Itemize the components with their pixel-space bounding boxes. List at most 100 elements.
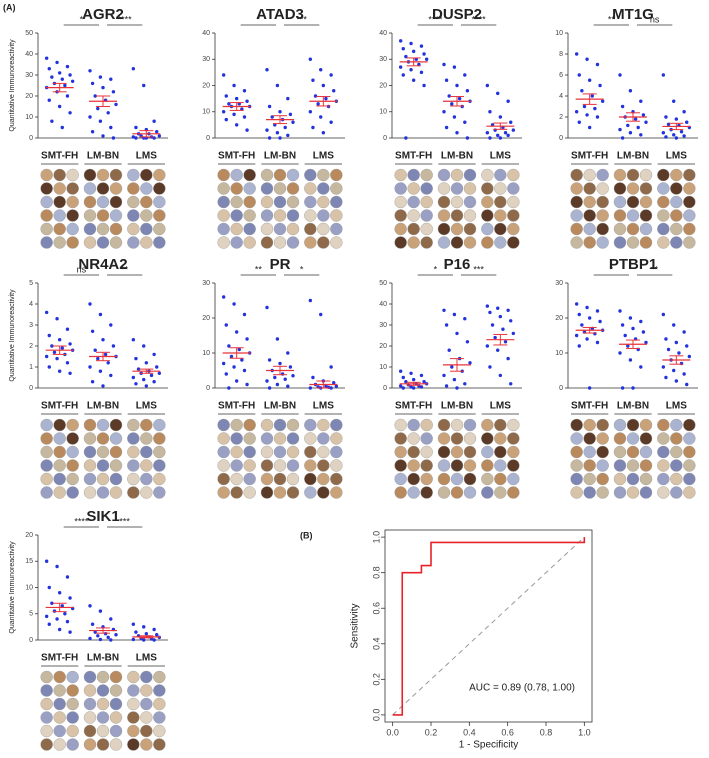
tissue-core: [330, 459, 343, 472]
tissue-core: [330, 182, 343, 195]
tissue-core: [96, 195, 110, 209]
data-point: [463, 120, 467, 124]
tissue-core: [683, 222, 696, 236]
data-point: [316, 102, 320, 106]
data-point: [577, 120, 581, 124]
tissue-core: [613, 209, 627, 222]
group-label: SMT-FH: [395, 401, 432, 412]
data-point: [52, 609, 57, 613]
tissue-core: [437, 486, 451, 499]
data-point: [286, 133, 290, 138]
tissue-core: [40, 445, 53, 459]
data-point: [106, 635, 110, 640]
data-point: [626, 344, 630, 348]
data-point: [101, 384, 105, 388]
tissue-core: [53, 684, 66, 697]
tissue-core: [260, 209, 274, 222]
data-point: [409, 41, 413, 46]
tissue-core: [109, 738, 123, 751]
x-tick-label: 1.0: [578, 727, 591, 737]
tissue-core: [40, 472, 53, 486]
tissue-core: [273, 222, 287, 236]
data-point: [442, 308, 446, 312]
y-tick-label: 40: [379, 301, 387, 308]
data-point: [685, 382, 689, 387]
tissue-core: [286, 459, 300, 472]
y-tick-label: 0: [29, 135, 33, 142]
data-point: [65, 575, 70, 579]
tissue-core: [657, 445, 670, 459]
significance-label: *: [257, 14, 261, 24]
data-point: [291, 374, 295, 378]
tissue-core: [613, 459, 627, 472]
data-point: [498, 115, 503, 119]
data-point: [332, 381, 336, 385]
y-tick-label: 0: [206, 135, 210, 142]
tissue-core: [683, 418, 696, 432]
data-point: [232, 112, 236, 117]
tissue-core: [53, 195, 66, 209]
tissue-core: [507, 459, 520, 472]
tissue-core: [481, 459, 494, 472]
tissue-core: [109, 432, 123, 445]
data-point: [65, 361, 70, 365]
tissue-core: [53, 486, 66, 499]
tissue-core: [683, 486, 696, 499]
data-point: [278, 110, 282, 114]
tissue-core: [109, 697, 123, 711]
tissue-core: [243, 459, 256, 472]
data-point: [398, 65, 403, 69]
tissue-core: [639, 472, 653, 486]
data-point: [245, 337, 249, 341]
tissue-core: [286, 418, 300, 432]
tissue-core: [437, 222, 451, 236]
tissue-core: [140, 472, 153, 486]
tissue-core: [394, 195, 407, 209]
tissue-core: [230, 195, 243, 209]
data-point: [60, 77, 64, 81]
tissue-core: [570, 459, 583, 472]
data-point: [674, 340, 679, 345]
tissue-core: [230, 486, 243, 499]
tissue-core: [683, 195, 696, 209]
tissue-core: [613, 195, 627, 209]
tissue-core: [83, 236, 97, 249]
data-point: [444, 125, 449, 130]
tissue-core: [273, 418, 287, 432]
data-point: [283, 377, 287, 381]
tissue-core: [583, 236, 596, 249]
tissue-core: [127, 168, 140, 182]
tissue-core: [127, 182, 140, 195]
tissue-core: [507, 486, 520, 499]
tissue-core: [127, 222, 140, 236]
tissue-core: [583, 472, 596, 486]
tissue-core: [420, 222, 433, 236]
data-point: [144, 361, 149, 365]
tissue-core: [260, 472, 274, 486]
tissue-core: [153, 418, 166, 432]
data-point: [68, 111, 72, 115]
data-point: [452, 377, 457, 382]
data-point: [155, 633, 159, 637]
group-label: LM-BN: [441, 401, 473, 412]
tissue-core: [40, 209, 53, 222]
data-point: [90, 380, 95, 384]
data-point: [232, 365, 236, 369]
tissue-core: [230, 209, 243, 222]
tissue-core: [420, 486, 433, 499]
tissue-core: [260, 459, 274, 472]
tissue-core: [494, 209, 507, 222]
group-label: LM-BN: [264, 151, 296, 162]
data-point: [136, 367, 141, 371]
data-point: [506, 133, 510, 138]
y-tick-label: 0: [29, 385, 33, 392]
tissue-core: [83, 418, 97, 432]
data-point: [595, 115, 600, 119]
data-point: [398, 39, 403, 43]
tissue-core: [273, 486, 287, 499]
tissue-core: [260, 222, 274, 236]
tissue-core: [494, 418, 507, 432]
data-point: [585, 113, 589, 117]
data-point: [142, 83, 146, 88]
tissue-core: [96, 236, 110, 249]
